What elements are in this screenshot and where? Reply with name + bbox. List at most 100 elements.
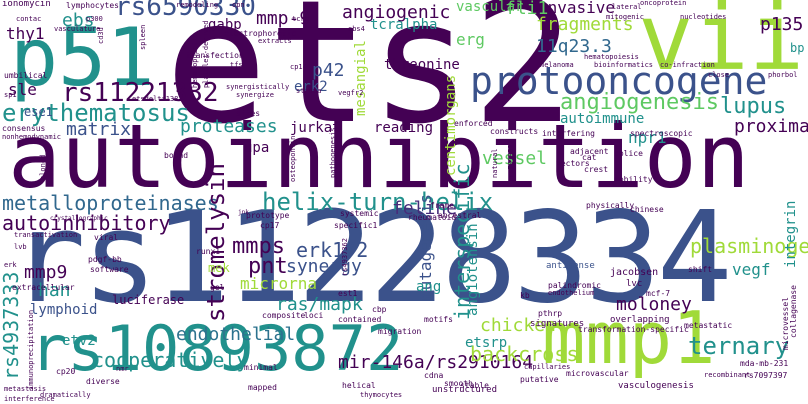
word-opn: opn xyxy=(232,1,245,9)
word-tcrb: tcrb xyxy=(292,15,309,23)
word-cp14: cp14 xyxy=(290,63,307,71)
word-luciferase: luciferase xyxy=(112,293,185,307)
word-p51: p51 xyxy=(10,11,155,104)
word-mmp1: mmp1 xyxy=(542,296,716,380)
word-autoinhibition: autoinhibition xyxy=(8,105,750,208)
word-fli1: fli1 xyxy=(505,0,549,19)
word-erk: erk xyxy=(4,261,17,269)
word-adjacent: adjacent xyxy=(570,147,609,156)
word-protooncogene: protooncogene xyxy=(470,59,768,103)
word-software: software xyxy=(90,265,129,274)
word-natural: natural xyxy=(491,148,499,178)
word-jurkat: jurkat xyxy=(290,120,341,136)
word-synergy: synergy xyxy=(286,256,362,277)
word-signatures: signatures xyxy=(530,319,585,329)
word-metalloproteinases: metalloproteinases xyxy=(2,191,219,215)
word-backcross: backcross xyxy=(470,342,579,366)
word-contained: contained xyxy=(338,315,382,324)
word-endothelium: endothelium xyxy=(548,289,595,297)
word-tfs: tfs xyxy=(230,61,243,69)
word-invasive: invasive xyxy=(538,0,616,17)
word-migration: migration xyxy=(378,327,422,336)
word-microrna: microrna xyxy=(240,274,318,293)
word-consensus: consensus xyxy=(2,124,46,133)
word-ets2: ets2 xyxy=(165,0,575,162)
word-oncoprotein: oncoprotein xyxy=(640,0,687,7)
word-chicken: chicken xyxy=(480,315,556,336)
word-moloney: moloney xyxy=(616,294,692,315)
word-osteopontin: osteopontin xyxy=(289,135,297,182)
word-stable: stable xyxy=(460,381,489,390)
word-ebs: ebs xyxy=(62,10,95,31)
word-mobility: mobility xyxy=(614,175,653,184)
word-pthrp: pthrp xyxy=(538,309,563,318)
word-stroma: stroma xyxy=(296,87,322,95)
word-rs6590330: rs6590330 xyxy=(115,0,256,22)
word-etv2: etv2 xyxy=(62,333,96,349)
word-erk1-2: erk1/2 xyxy=(296,238,369,262)
word-gel: gel xyxy=(210,283,225,292)
word-coinfraction: co-infraction xyxy=(660,61,715,69)
word-angiotensin: angiotensin xyxy=(465,223,481,316)
word-specific1: specific1 xyxy=(334,221,378,230)
word-collagenase: collagenase xyxy=(789,285,798,338)
word-crystallographic: crystallographic xyxy=(50,215,108,222)
word-mapped: mapped xyxy=(248,383,277,392)
word-interfering: interfering xyxy=(542,129,595,138)
word-npr1: npr1 xyxy=(628,128,667,147)
word-vectors: vectors xyxy=(556,159,590,168)
word-remodeling: remodeling xyxy=(176,1,219,9)
word-mir146a: mir-146a/rs2910164 xyxy=(338,352,534,373)
word-nmr: nmr xyxy=(116,365,129,373)
word-est1: est1 xyxy=(338,289,358,298)
word-prototype: prototype xyxy=(246,211,290,220)
word-angiogenesis: angiogenesis xyxy=(560,90,719,115)
word-physically: physically xyxy=(586,201,635,210)
word-threonine: threonine xyxy=(384,57,460,73)
word-ese1: ese1 xyxy=(24,105,53,119)
word-etsdelta138: etsdelta138 xyxy=(132,95,179,103)
word-bioinformatics: bioinformatics xyxy=(594,61,654,69)
word-smooth: smooth xyxy=(444,379,473,388)
word-pdgf-bb: pdgf-bb xyxy=(88,255,122,264)
word-ancestral: ancestral xyxy=(438,211,482,220)
word-cat: cat xyxy=(582,153,597,162)
word-systemic: systemic xyxy=(340,209,379,218)
word-palindromic: palindromic xyxy=(548,281,601,290)
word-mmp9: mmp9 xyxy=(24,262,68,283)
word-phorbol: phorbol xyxy=(768,71,798,79)
word-nonhemodynamic: nonhemodynamic xyxy=(2,133,62,141)
word-reading: reading xyxy=(374,120,434,136)
word-electrophoretic: electrophoretic xyxy=(224,29,297,38)
word-autoimmune: autoimmune xyxy=(560,111,645,127)
word-frame: frame xyxy=(430,201,455,210)
word-sle: sle xyxy=(8,80,37,99)
word-ang: ang xyxy=(416,279,442,295)
word-feline: feline xyxy=(392,198,458,219)
word-bound: bound xyxy=(164,151,189,160)
word-spleen: spleen xyxy=(139,24,147,50)
word-stromelysin: stromelysin xyxy=(202,163,230,322)
word-spectroscopic: spectroscopic xyxy=(630,129,693,138)
word-thy1: thy1 xyxy=(6,24,45,43)
word-enforced: enforced xyxy=(454,119,493,128)
word-p42: p42 xyxy=(312,60,345,81)
word-rs4937362: rs4937362 xyxy=(341,238,349,276)
word-integrin: integrin xyxy=(783,200,799,268)
word-cloned: cloned xyxy=(39,154,47,180)
word-overlapping: overlapping xyxy=(610,315,670,325)
word-metastatic: metastatic xyxy=(684,321,733,330)
word-runx1: runx1 xyxy=(196,247,221,256)
word-cooperatively: cooperatively xyxy=(92,348,249,372)
word-lateral: lateral xyxy=(612,3,642,11)
word-transactivation: transactivation xyxy=(14,231,78,239)
word-erg: erg xyxy=(456,30,485,49)
word-vessel: vessel xyxy=(482,148,548,169)
word-close: close xyxy=(708,71,730,79)
word-splice: splice xyxy=(614,149,643,158)
word-kb: kb xyxy=(520,291,530,300)
word-ternary: ternary xyxy=(688,332,790,360)
word-minimal: minimal xyxy=(244,363,278,372)
word-jacobsen: jacobsen xyxy=(610,267,659,278)
